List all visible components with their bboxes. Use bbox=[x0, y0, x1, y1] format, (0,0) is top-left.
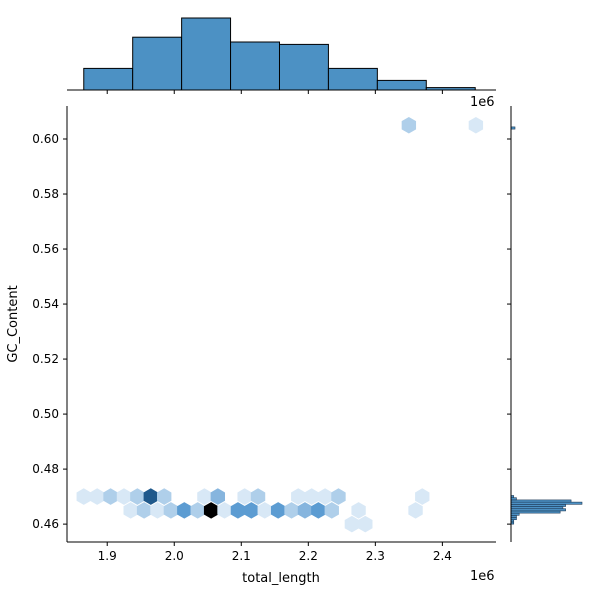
hexbin-cell bbox=[103, 488, 118, 505]
top-histogram-bar bbox=[83, 67, 134, 91]
hexbin-cell bbox=[284, 502, 299, 519]
joint-axes: 1.9 2.0 2.1 2.2 2.3 2.4 0.460.480.500.520.540… bbox=[6, 106, 496, 586]
top-histogram-bar bbox=[376, 79, 427, 91]
hexbin-cell bbox=[351, 502, 366, 519]
hexbin-cell bbox=[190, 502, 205, 519]
y-tick-label: 0.56 bbox=[32, 242, 59, 256]
right-histogram-bars bbox=[507, 126, 583, 525]
hexbin-cell bbox=[237, 488, 252, 505]
right-histogram-bar bbox=[510, 508, 566, 512]
right-histogram-bar bbox=[510, 126, 516, 130]
hexbin-cell bbox=[408, 502, 423, 519]
top-histogram-bars bbox=[83, 17, 476, 94]
x-offset-text: 1e6 bbox=[470, 569, 495, 584]
hexbin-cell bbox=[270, 502, 286, 519]
hexbin-cell bbox=[230, 502, 246, 519]
top-marginal-histogram: 1e6 bbox=[67, 17, 496, 110]
x-tick-label: 2.1 bbox=[232, 549, 251, 563]
hexbin-cell bbox=[257, 502, 272, 519]
y-tick-label: 0.52 bbox=[32, 352, 59, 366]
y-tick-label: 0.54 bbox=[32, 297, 59, 311]
top-histogram-bar bbox=[132, 36, 183, 91]
hexbin-cell bbox=[244, 502, 259, 519]
y-tick-label: 0.46 bbox=[32, 517, 59, 531]
hexbin-cell bbox=[324, 502, 339, 519]
hexbin-cell bbox=[317, 488, 333, 505]
hexbin-cell bbox=[311, 502, 326, 519]
y-axis: 0.46 0.48 0.50 0.52 0.54 0.56 0.58 0.60 bbox=[32, 132, 67, 531]
right-histogram-bar bbox=[510, 515, 517, 518]
hexbin-cell bbox=[136, 502, 152, 519]
hexbin-cell bbox=[177, 502, 192, 519]
hexbin-cell bbox=[401, 116, 417, 134]
x-tick-label: 2.2 bbox=[299, 549, 318, 563]
top-histogram-bar bbox=[230, 41, 280, 91]
hexbin-cell bbox=[344, 515, 360, 533]
right-histogram-bar bbox=[510, 512, 520, 516]
top-offset-text: 1e6 bbox=[470, 95, 495, 110]
right-histogram-bar bbox=[510, 506, 564, 510]
top-histogram-bar bbox=[327, 67, 378, 91]
right-histogram-bar bbox=[510, 499, 572, 503]
hexbin-cell bbox=[468, 116, 484, 134]
hexbin-cell bbox=[143, 488, 158, 505]
x-tick-label: 2.4 bbox=[433, 549, 452, 563]
y-tick-label: 0.58 bbox=[32, 187, 59, 201]
hexbin-cell bbox=[415, 488, 430, 505]
x-axis-label: total_length bbox=[242, 571, 320, 586]
right-histogram-bar bbox=[510, 504, 566, 507]
hexbin-cell bbox=[297, 502, 313, 519]
right-histogram-bar bbox=[510, 517, 517, 521]
y-tick-label: 0.50 bbox=[32, 407, 59, 421]
hexbin-cell bbox=[203, 502, 219, 519]
hexbin-cell bbox=[89, 488, 105, 505]
hexbin-cell bbox=[123, 502, 138, 519]
hexbin-cell bbox=[304, 488, 319, 505]
hexbin-cell bbox=[76, 488, 91, 505]
hexbin-cell bbox=[157, 488, 172, 505]
top-histogram-bar bbox=[278, 43, 329, 91]
hexbin-cell bbox=[197, 488, 212, 505]
top-histogram-bar bbox=[181, 17, 232, 91]
right-histogram-bar bbox=[510, 497, 517, 501]
hexbin-cell bbox=[291, 488, 306, 505]
x-tick-label: 2.3 bbox=[366, 549, 385, 563]
right-histogram-bar bbox=[510, 510, 561, 514]
hexbin-cell bbox=[358, 515, 373, 533]
hexbin-cell bbox=[150, 502, 165, 519]
hexbin-cell bbox=[250, 488, 266, 505]
right-histogram-bar bbox=[510, 501, 583, 505]
right-marginal-histogram bbox=[507, 106, 583, 542]
hexbin-cell bbox=[331, 488, 346, 505]
y-axis-label: GC_Content bbox=[6, 285, 21, 362]
hexbin-cell bbox=[217, 502, 232, 519]
y-tick-label: 0.60 bbox=[32, 132, 59, 146]
y-tick-label: 0.48 bbox=[32, 462, 59, 476]
hexbin-cell bbox=[163, 502, 179, 519]
x-tick-label: 2.0 bbox=[165, 549, 184, 563]
x-tick-label: 1.9 bbox=[98, 549, 117, 563]
hexbin-cell bbox=[116, 488, 132, 505]
x-axis: 1.9 2.0 2.1 2.2 2.3 2.4 bbox=[98, 542, 452, 563]
hexbin-layer bbox=[76, 116, 484, 533]
hexbin-cell bbox=[130, 488, 145, 505]
hexbin-cell bbox=[210, 488, 226, 505]
